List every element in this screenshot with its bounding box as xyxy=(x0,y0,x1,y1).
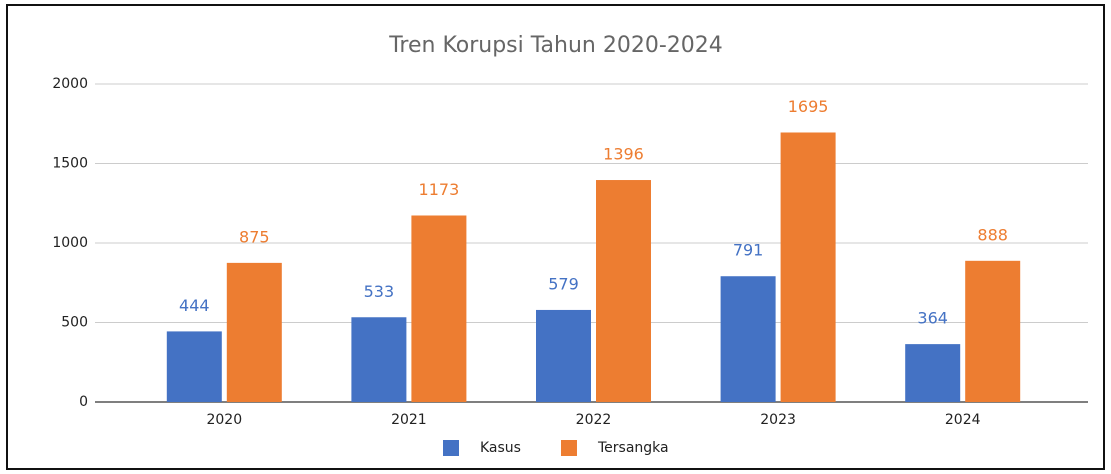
bar xyxy=(965,260,1021,402)
bar xyxy=(780,132,836,402)
x-tick-label: 2024 xyxy=(945,412,981,428)
y-tick-label: 0 xyxy=(79,394,88,410)
y-tick-label: 1500 xyxy=(52,156,88,172)
x-tick-label: 2022 xyxy=(576,412,612,428)
data-label: 1695 xyxy=(788,97,829,116)
x-tick-label: 2020 xyxy=(206,412,242,428)
data-label: 579 xyxy=(548,274,579,293)
chart-title: Tren Korupsi Tahun 2020-2024 xyxy=(388,33,723,58)
bar xyxy=(226,262,282,402)
y-tick-label: 1000 xyxy=(52,235,88,251)
legend-label: Tersangka xyxy=(597,440,669,456)
y-tick-label: 2000 xyxy=(52,76,88,92)
data-label: 791 xyxy=(733,241,764,260)
data-label: 1173 xyxy=(419,180,460,199)
data-label: 1396 xyxy=(603,145,644,164)
legend-label: Kasus xyxy=(480,440,521,456)
bar xyxy=(536,309,591,402)
x-tick-label: 2023 xyxy=(760,412,796,428)
bar xyxy=(166,331,222,402)
data-label: 444 xyxy=(179,296,210,315)
bar xyxy=(596,180,651,402)
data-label: 364 xyxy=(917,309,948,328)
data-label: 533 xyxy=(364,282,395,301)
data-label: 888 xyxy=(977,225,1008,244)
bar xyxy=(720,276,776,402)
x-tick-label: 2021 xyxy=(391,412,427,428)
legend-swatch xyxy=(560,440,577,456)
legend-swatch xyxy=(443,440,459,456)
bar xyxy=(351,317,407,402)
bar xyxy=(905,344,961,402)
data-label: 875 xyxy=(239,227,270,246)
y-tick-label: 500 xyxy=(61,315,88,331)
bar xyxy=(411,215,467,402)
